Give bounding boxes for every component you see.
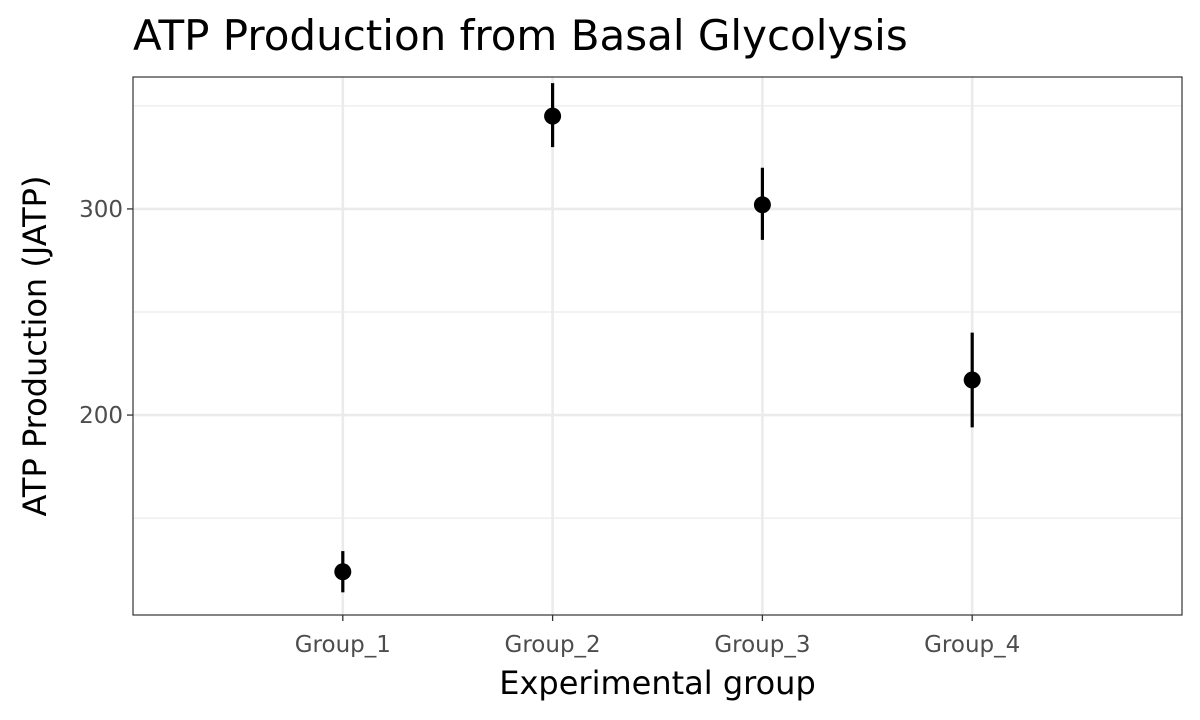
data-point — [753, 196, 771, 214]
panel-background — [133, 77, 1182, 615]
y-axis-title: ATP Production (JATP) — [16, 176, 54, 517]
y-axis: 200 300 — [79, 197, 133, 429]
y-tick-label: 200 — [79, 403, 123, 429]
x-tick-label: Group_1 — [295, 632, 391, 658]
x-tick-label: Group_2 — [505, 632, 601, 658]
series-points — [334, 83, 981, 593]
x-axis-title: Experimental group — [499, 664, 816, 702]
data-point — [334, 563, 352, 581]
grid-layer — [133, 77, 1182, 615]
data-point — [544, 107, 562, 125]
data-point — [963, 371, 981, 389]
chart-title: ATP Production from Basal Glycolysis — [133, 11, 908, 60]
y-tick-label: 300 — [79, 197, 123, 223]
panel-border — [132, 76, 1183, 616]
x-axis: Group_1 Group_2 Group_3 Group_4 — [295, 615, 1020, 658]
x-tick-label: Group_3 — [714, 632, 810, 658]
x-tick-label: Group_4 — [924, 632, 1020, 658]
